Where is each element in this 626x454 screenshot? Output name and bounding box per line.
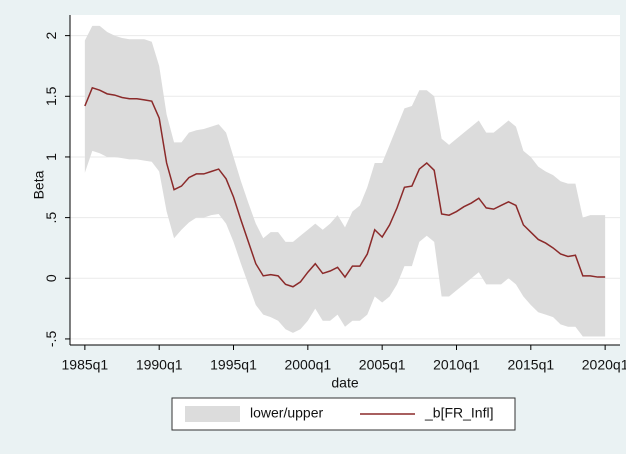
x-tick-label: 2015q1 [507,357,554,373]
confidence-band [84,25,606,337]
legend-label: _b[FR_Infl] [424,405,493,421]
y-tick-label: -.5 [43,331,59,348]
legend-swatch [185,406,240,422]
x-tick-label: 1990q1 [136,357,183,373]
x-tick-label: 2000q1 [284,357,331,373]
x-tick-label: 2020q1 [582,357,626,373]
x-tick-label: 1995q1 [210,357,257,373]
y-tick-label: 0 [43,274,59,282]
line [84,86,606,288]
x-tick-label: 1985q1 [62,357,109,373]
x-axis-title: date [331,375,358,391]
y-tick-label: 2 [43,32,59,40]
x-tick-label: 2010q1 [433,357,480,373]
y-tick-label: 1.5 [43,86,59,106]
x-tick-label: 2005q1 [359,357,406,373]
y-tick-label: .5 [43,212,59,224]
y-tick-label: 1 [43,153,59,161]
y-axis-title: Beta [31,170,47,199]
legend-label: lower/upper [250,405,323,421]
